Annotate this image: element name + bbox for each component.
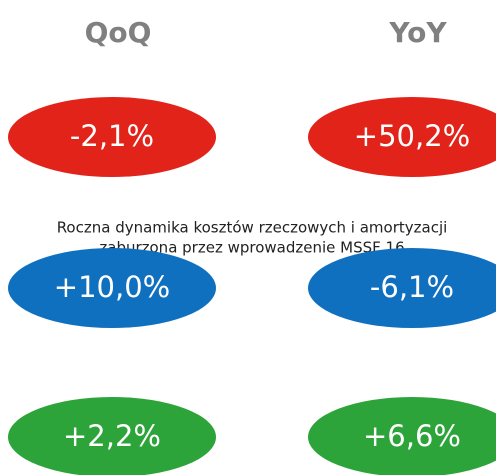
metric-value: +10,0% [54,270,170,304]
metric-bubble [308,97,496,177]
metric-value: -6,1% [370,270,454,304]
metric-value: +6,6% [363,419,461,453]
metric-value: +2,2% [63,419,161,453]
metric-bubble [308,397,496,475]
column-header: QoQ [85,16,152,49]
column-header: YoY [388,16,447,49]
note-text: Roczna dynamika kosztów rzeczowych i amo… [57,219,448,237]
metric-bubble [8,397,216,475]
metric-bubble [8,97,216,177]
metric-bubble [8,248,216,328]
note-text: zaburzona przez wprowadzenie MSSF 16 [99,239,404,257]
metric-value: +50,2% [354,119,470,153]
metric-bubble [308,248,496,328]
metric-value: -2,1% [70,119,154,153]
